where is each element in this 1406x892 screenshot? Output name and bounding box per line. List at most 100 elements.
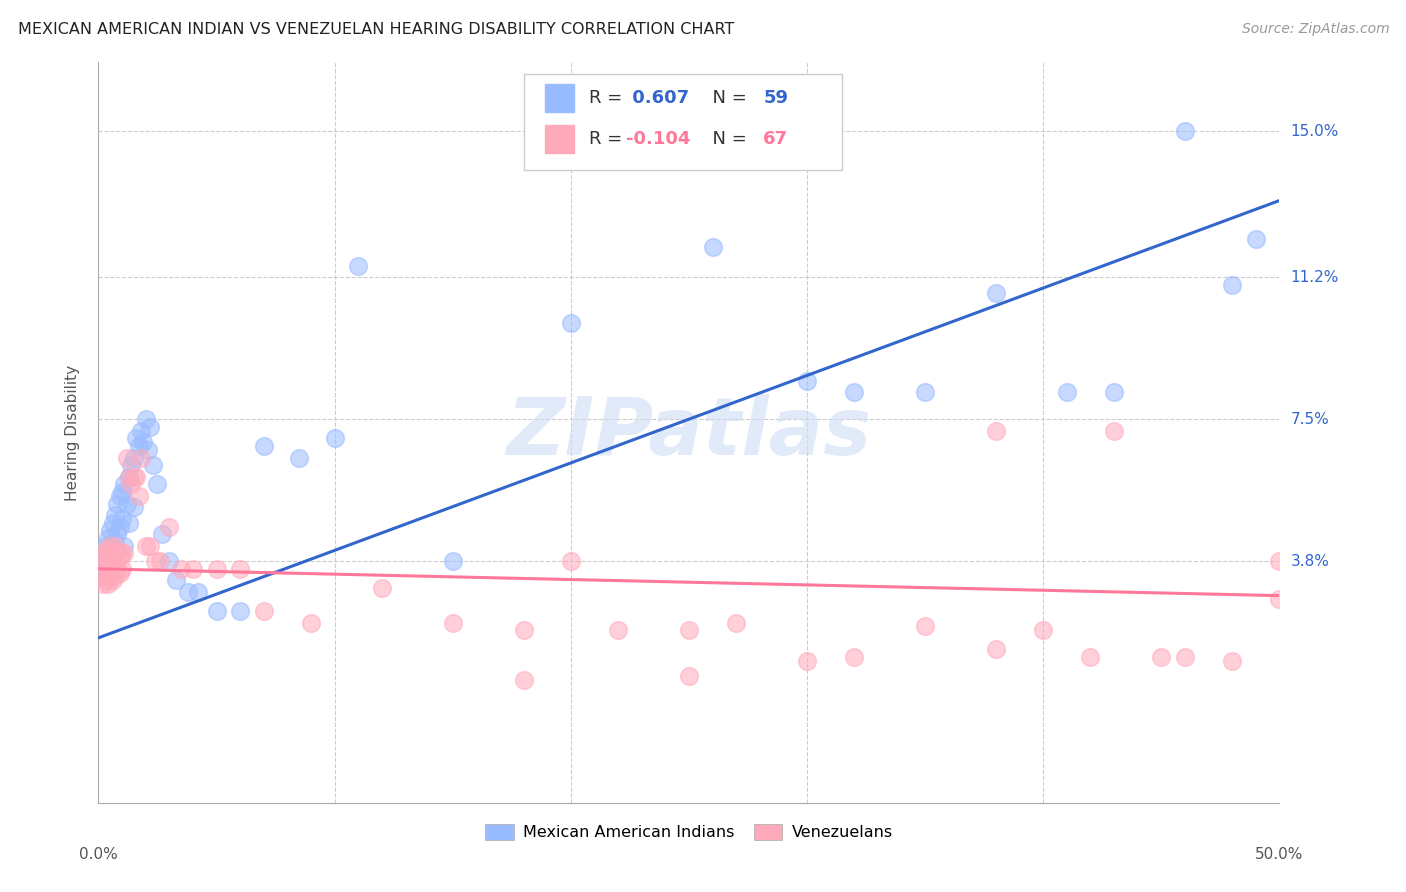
Point: [115, 450, 138, 465]
Point: [1220, 277, 1243, 292]
Point: [1220, 654, 1243, 668]
Point: [149, 554, 172, 568]
Point: [1102, 385, 1125, 400]
Point: [105, 562, 128, 576]
FancyBboxPatch shape: [546, 84, 575, 112]
Point: [139, 539, 162, 553]
Point: [157, 554, 180, 568]
Point: [104, 569, 127, 583]
FancyBboxPatch shape: [546, 125, 575, 153]
Point: [205, 562, 228, 576]
Point: [984, 285, 1007, 300]
Point: [129, 450, 152, 465]
Point: [205, 604, 228, 618]
Point: [91, 546, 114, 560]
Point: [112, 477, 135, 491]
Point: [125, 431, 148, 445]
Point: [441, 615, 464, 630]
Text: R =: R =: [589, 89, 627, 107]
Point: [678, 623, 700, 637]
Point: [560, 554, 582, 568]
Point: [122, 469, 145, 483]
Point: [122, 450, 145, 465]
Point: [146, 477, 169, 491]
Point: [181, 562, 204, 576]
Point: [101, 516, 124, 530]
Point: [607, 623, 630, 637]
Point: [229, 562, 252, 576]
Point: [118, 516, 141, 530]
Point: [91, 577, 114, 591]
Text: 0.607: 0.607: [626, 89, 689, 107]
Point: [91, 562, 114, 576]
Point: [108, 519, 131, 533]
Point: [165, 574, 187, 588]
Point: [678, 669, 700, 683]
Point: [135, 539, 157, 553]
Point: [121, 477, 143, 491]
Point: [844, 650, 866, 665]
Point: [560, 316, 582, 330]
Point: [702, 239, 724, 253]
Point: [111, 562, 134, 576]
Point: [984, 642, 1007, 657]
Text: ZIPatlas: ZIPatlas: [506, 393, 872, 472]
Point: [105, 546, 128, 560]
Point: [94, 542, 117, 557]
Point: [111, 485, 134, 500]
Point: [98, 539, 121, 553]
Point: [170, 562, 193, 576]
Point: [101, 542, 124, 557]
Text: 50.0%: 50.0%: [1256, 847, 1303, 863]
Point: [97, 562, 120, 576]
Legend: Mexican American Indians, Venezuelans: Mexican American Indians, Venezuelans: [478, 817, 900, 847]
Point: [111, 546, 134, 560]
Point: [371, 581, 394, 595]
Point: [112, 546, 135, 560]
Point: [101, 558, 124, 572]
Text: N =: N =: [700, 129, 752, 148]
Point: [105, 497, 128, 511]
Point: [128, 439, 150, 453]
Point: [796, 374, 818, 388]
Text: 0.0%: 0.0%: [79, 847, 118, 863]
Point: [91, 546, 114, 560]
Point: [108, 566, 131, 580]
Point: [1080, 650, 1102, 665]
Point: [157, 519, 180, 533]
Point: [128, 489, 150, 503]
Point: [1056, 385, 1078, 400]
Point: [132, 435, 155, 450]
Text: -0.104: -0.104: [626, 129, 690, 148]
Point: [98, 554, 121, 568]
Point: [122, 500, 145, 515]
Point: [101, 574, 124, 588]
Point: [288, 450, 311, 465]
Text: 67: 67: [763, 129, 789, 148]
Point: [97, 558, 120, 572]
Point: [177, 584, 200, 599]
Point: [94, 539, 117, 553]
Text: R =: R =: [589, 129, 627, 148]
Point: [129, 424, 152, 438]
Point: [97, 531, 120, 545]
Point: [229, 604, 252, 618]
Point: [118, 469, 141, 483]
Point: [1102, 424, 1125, 438]
Point: [112, 539, 135, 553]
Point: [187, 584, 209, 599]
Point: [1150, 650, 1173, 665]
Point: [512, 623, 534, 637]
Point: [101, 542, 124, 557]
Point: [108, 550, 131, 565]
Point: [94, 558, 117, 572]
Point: [253, 439, 276, 453]
Text: Source: ZipAtlas.com: Source: ZipAtlas.com: [1241, 22, 1389, 37]
Point: [104, 554, 127, 568]
Point: [512, 673, 534, 687]
Point: [91, 562, 114, 576]
Text: 11.2%: 11.2%: [1291, 269, 1339, 285]
Point: [143, 554, 166, 568]
Point: [97, 546, 120, 560]
Point: [1244, 232, 1267, 246]
